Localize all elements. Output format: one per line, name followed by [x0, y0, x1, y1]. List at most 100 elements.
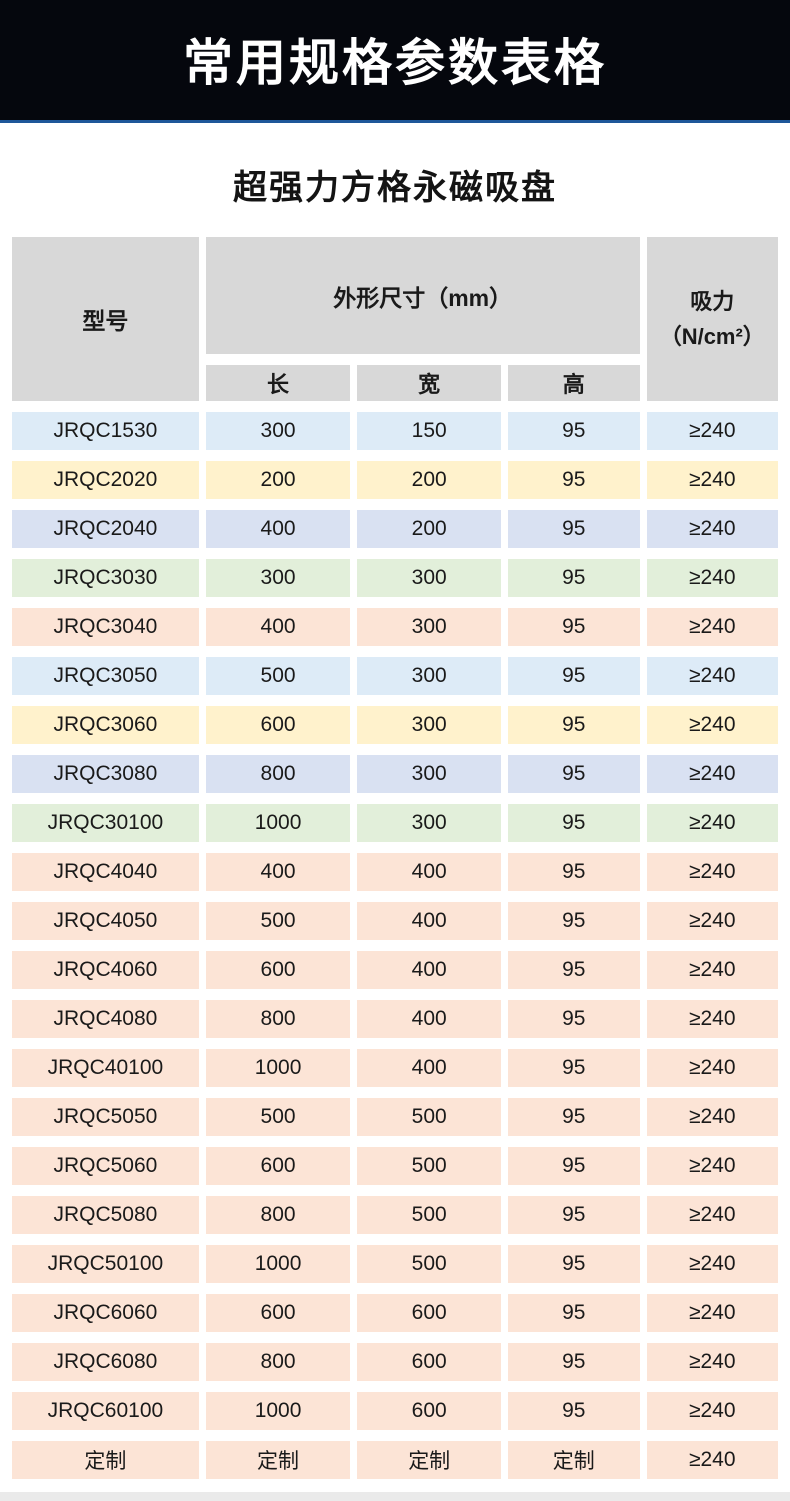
width-cell: 400	[357, 951, 502, 989]
suction-cell: ≥240	[646, 657, 778, 695]
length-cell: 600	[205, 951, 351, 989]
model-cell: JRQC30100	[12, 804, 199, 842]
model-cell: JRQC3030	[12, 559, 199, 597]
width-cell: 400	[357, 1000, 502, 1038]
height-cell: 95	[508, 510, 640, 548]
model-cell: JRQC60100	[12, 1392, 199, 1430]
column-header-height: 高	[508, 365, 640, 401]
length-cell: 600	[205, 706, 351, 744]
width-cell: 600	[357, 1392, 502, 1430]
table-row: JRQC6080 800 600 95 ≥240	[12, 1343, 778, 1381]
height-cell: 定制	[508, 1441, 640, 1479]
length-cell: 400	[205, 608, 351, 646]
title-banner: 常用规格参数表格	[0, 0, 790, 123]
column-header-dimensions: 外形尺寸（mm）	[205, 237, 640, 354]
length-cell: 1000	[205, 1392, 351, 1430]
suction-header-line1: 吸力	[690, 288, 735, 314]
column-header-width: 宽	[357, 365, 502, 401]
model-cell: JRQC5060	[12, 1147, 199, 1185]
table-row: JRQC3030 300 300 95 ≥240	[12, 559, 778, 597]
height-cell: 95	[508, 461, 640, 499]
table-row: JRQC30100 1000 300 95 ≥240	[12, 804, 778, 842]
width-cell: 500	[357, 1196, 502, 1234]
suction-cell: ≥240	[646, 1147, 778, 1185]
width-cell: 400	[357, 902, 502, 940]
length-cell: 800	[205, 1343, 351, 1381]
header-row-top: 型号 外形尺寸（mm） 吸力 （N/cm²）	[12, 237, 778, 401]
model-cell: JRQC5080	[12, 1196, 199, 1234]
height-cell: 95	[508, 1392, 640, 1430]
height-cell: 95	[508, 1245, 640, 1283]
width-cell: 150	[357, 412, 502, 450]
height-cell: 95	[508, 755, 640, 793]
column-header-length: 长	[205, 365, 351, 401]
width-cell: 300	[357, 657, 502, 695]
product-subtitle: 超强力方格永磁吸盘	[233, 169, 557, 207]
suction-cell: ≥240	[646, 853, 778, 891]
model-cell: JRQC6060	[12, 1294, 199, 1332]
height-cell: 95	[508, 1049, 640, 1087]
length-cell: 1000	[205, 804, 351, 842]
width-cell: 500	[357, 1098, 502, 1136]
table-row: JRQC3080 800 300 95 ≥240	[12, 755, 778, 793]
length-cell: 400	[205, 510, 351, 548]
width-cell: 200	[357, 510, 502, 548]
header-row-sub: 长 宽 高	[12, 365, 778, 401]
length-cell: 300	[205, 412, 351, 450]
suction-cell: ≥240	[646, 608, 778, 646]
suction-cell: ≥240	[646, 1098, 778, 1136]
suction-cell: ≥240	[646, 755, 778, 793]
table-row: JRQC4050 500 400 95 ≥240	[12, 902, 778, 940]
width-cell: 400	[357, 1049, 502, 1087]
length-cell: 定制	[205, 1441, 351, 1479]
width-cell: 400	[357, 853, 502, 891]
model-cell: JRQC50100	[12, 1245, 199, 1283]
height-cell: 95	[508, 1098, 640, 1136]
suction-cell: ≥240	[646, 804, 778, 842]
length-cell: 200	[205, 461, 351, 499]
model-cell: JRQC4050	[12, 902, 199, 940]
table-row: JRQC50100 1000 500 95 ≥240	[12, 1245, 778, 1283]
table-row: JRQC6060 600 600 95 ≥240	[12, 1294, 778, 1332]
height-cell: 95	[508, 412, 640, 450]
width-cell: 定制	[357, 1441, 502, 1479]
column-header-model: 型号	[12, 237, 199, 401]
length-cell: 800	[205, 1000, 351, 1038]
model-cell: JRQC6080	[12, 1343, 199, 1381]
height-cell: 95	[508, 902, 640, 940]
suction-cell: ≥240	[646, 559, 778, 597]
length-cell: 500	[205, 1098, 351, 1136]
suction-cell: ≥240	[646, 1049, 778, 1087]
suction-cell: ≥240	[646, 1392, 778, 1430]
table-row: JRQC2020 200 200 95 ≥240	[12, 461, 778, 499]
height-cell: 95	[508, 657, 640, 695]
height-cell: 95	[508, 1294, 640, 1332]
model-cell: JRQC2040	[12, 510, 199, 548]
length-cell: 800	[205, 755, 351, 793]
table-row: 定制 定制 定制 定制 ≥240	[12, 1441, 778, 1479]
column-header-suction: 吸力 （N/cm²）	[646, 237, 778, 401]
table-row: JRQC3050 500 300 95 ≥240	[12, 657, 778, 695]
height-cell: 95	[508, 1196, 640, 1234]
model-cell: JRQC5050	[12, 1098, 199, 1136]
width-cell: 600	[357, 1343, 502, 1381]
suction-cell: ≥240	[646, 1245, 778, 1283]
height-cell: 95	[508, 559, 640, 597]
suction-cell: ≥240	[646, 412, 778, 450]
suction-cell: ≥240	[646, 902, 778, 940]
model-cell: JRQC3040	[12, 608, 199, 646]
width-cell: 500	[357, 1245, 502, 1283]
table-row: JRQC5080 800 500 95 ≥240	[12, 1196, 778, 1234]
table-row: JRQC3060 600 300 95 ≥240	[12, 706, 778, 744]
table-row: JRQC4080 800 400 95 ≥240	[12, 1000, 778, 1038]
length-cell: 500	[205, 902, 351, 940]
page-title: 常用规格参数表格	[183, 35, 607, 91]
model-cell: JRQC4040	[12, 853, 199, 891]
model-cell: 定制	[12, 1441, 199, 1479]
width-cell: 500	[357, 1147, 502, 1185]
suction-cell: ≥240	[646, 1343, 778, 1381]
length-cell: 600	[205, 1294, 351, 1332]
length-cell: 1000	[205, 1049, 351, 1087]
table-row: JRQC4040 400 400 95 ≥240	[12, 853, 778, 891]
suction-cell: ≥240	[646, 1294, 778, 1332]
